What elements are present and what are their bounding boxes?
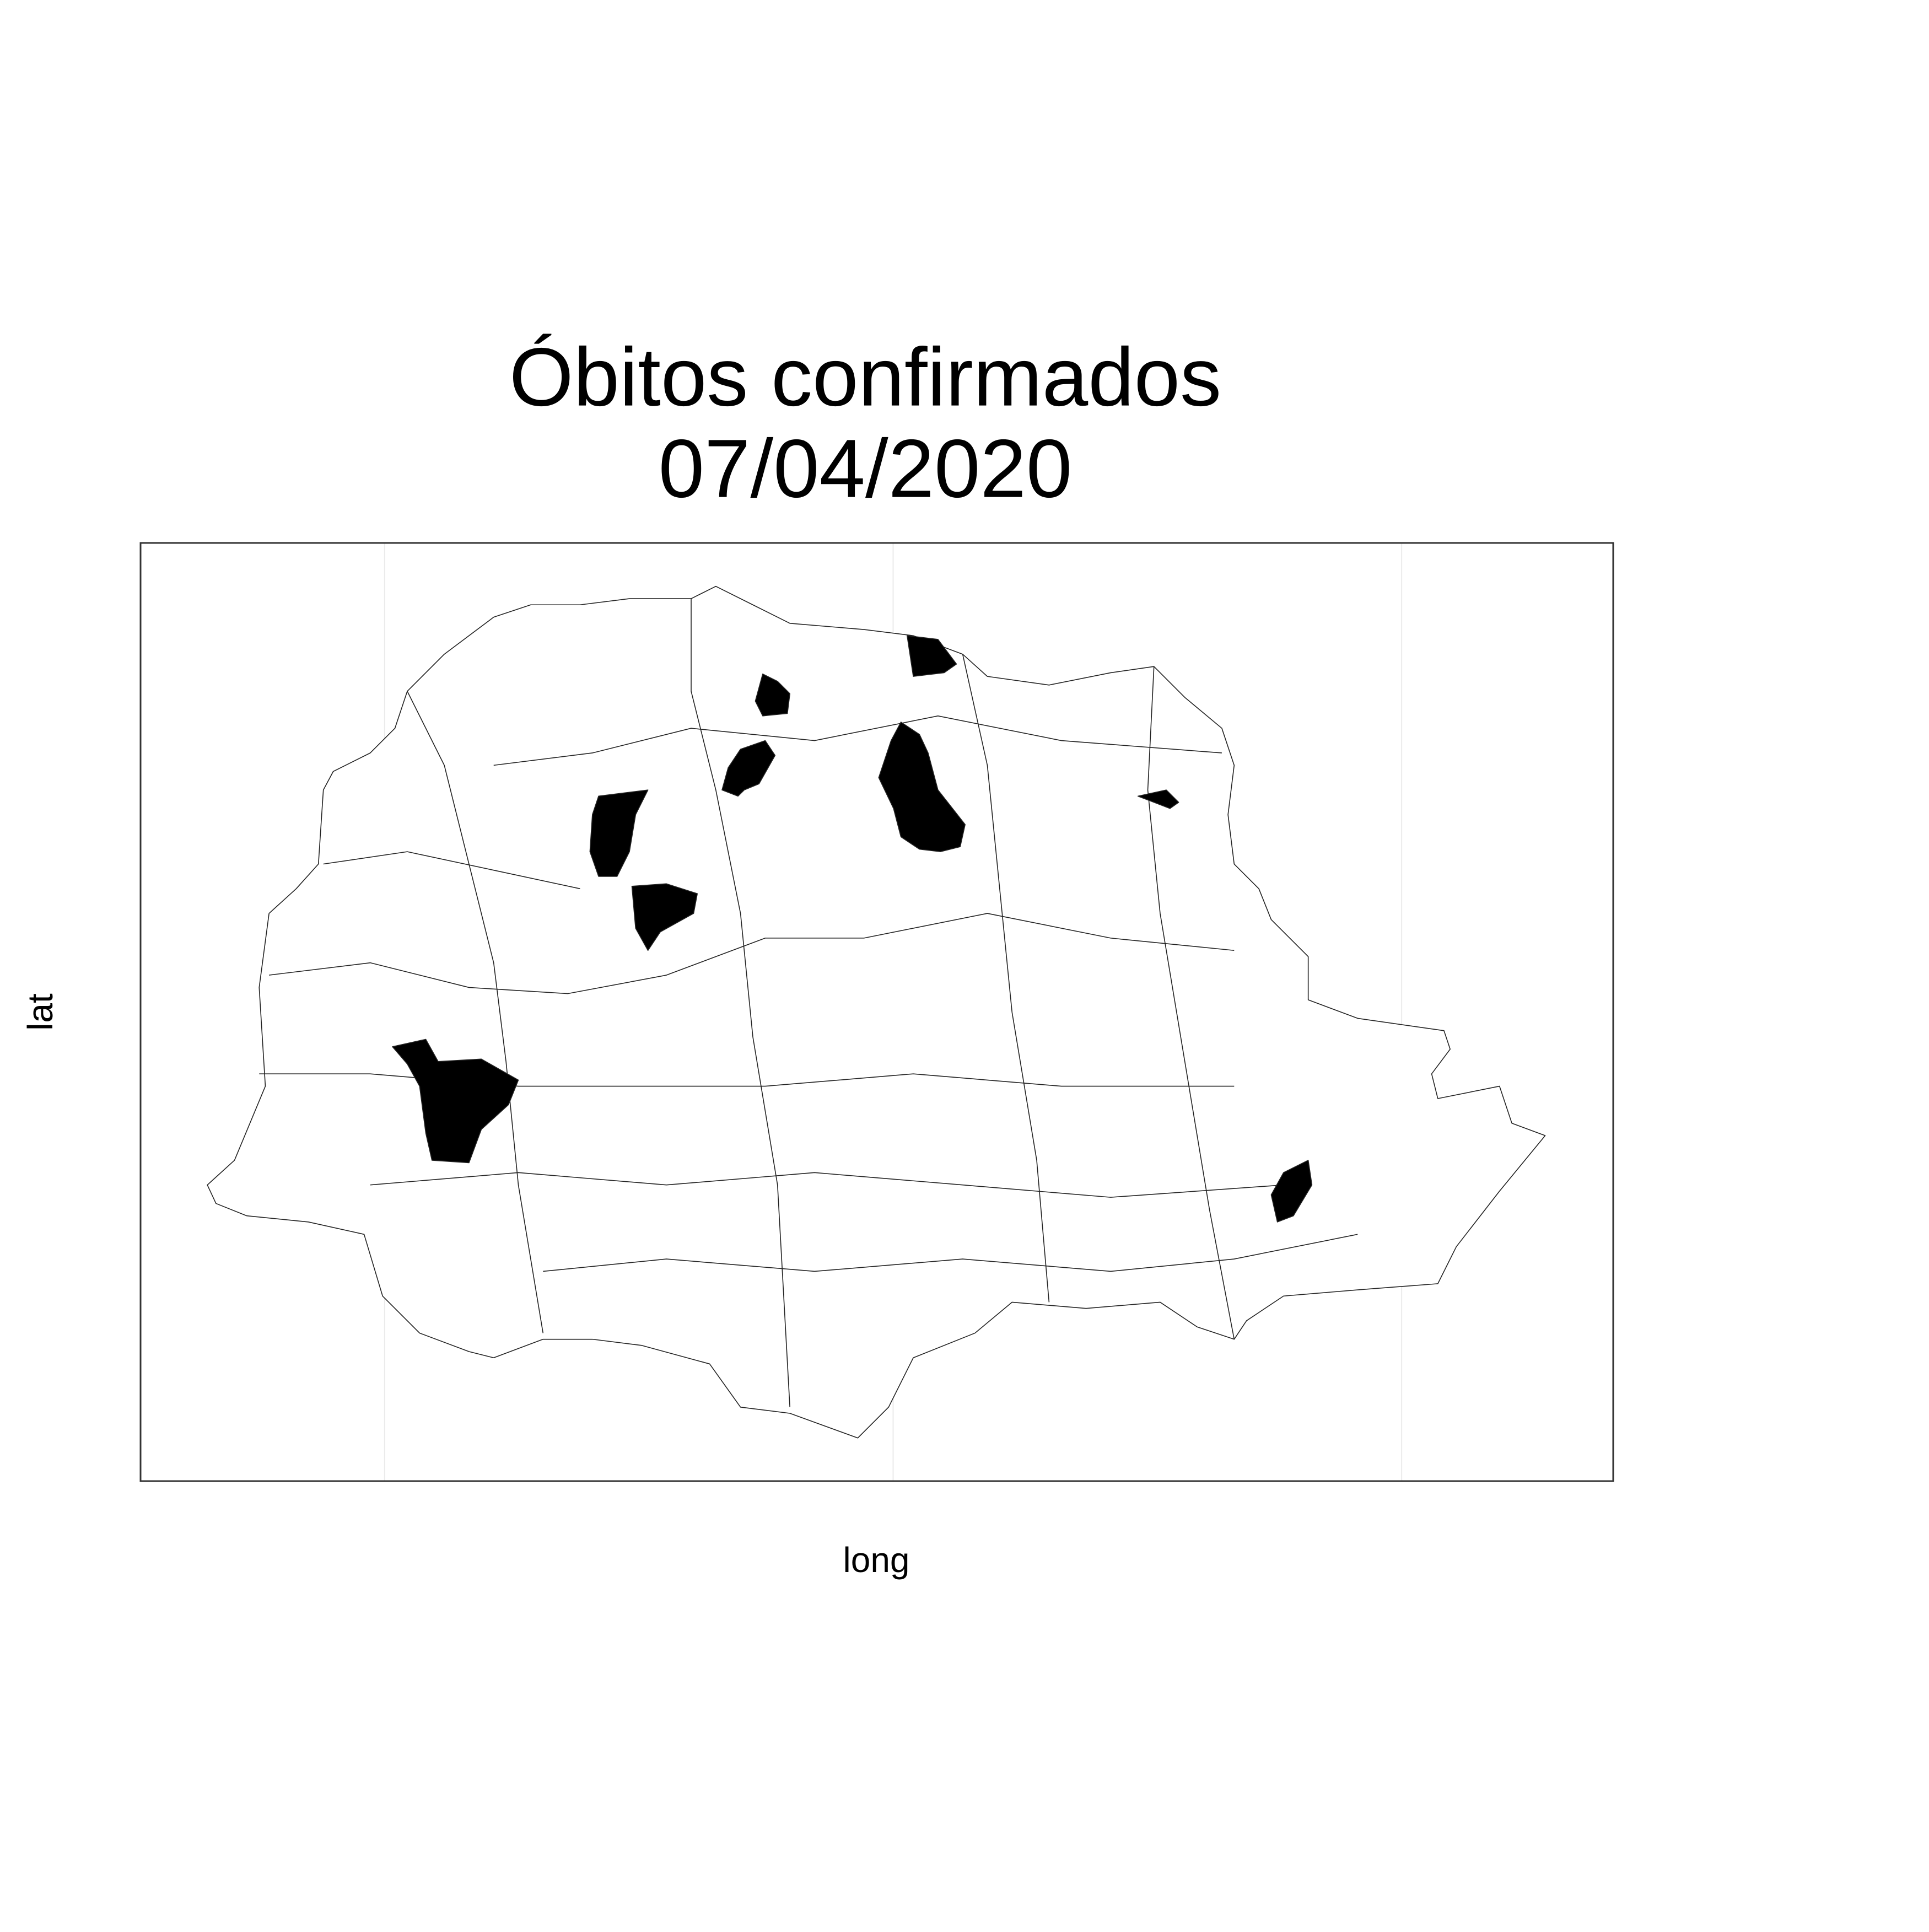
chart-subtitle: 07/04/2020 <box>659 422 1073 515</box>
state-outline <box>207 586 1545 1438</box>
y-axis-title: lat <box>20 993 60 1031</box>
municipality-affected <box>879 722 965 852</box>
municipality-affected <box>1138 790 1179 809</box>
municipality-affected <box>1271 1160 1312 1222</box>
panel-border <box>139 542 1614 1482</box>
municipality-affected <box>392 1039 518 1163</box>
municipal-boundaries <box>259 599 1357 1407</box>
municipality-affected <box>907 636 957 676</box>
x-axis-title: long <box>843 1540 910 1580</box>
municipality-affected <box>755 674 790 716</box>
municipality-affected <box>722 741 775 797</box>
chart-title: Óbitos confirmados <box>509 331 1221 423</box>
municipality-affected <box>590 790 648 876</box>
municipality-affected <box>632 884 698 950</box>
map <box>207 586 1545 1438</box>
